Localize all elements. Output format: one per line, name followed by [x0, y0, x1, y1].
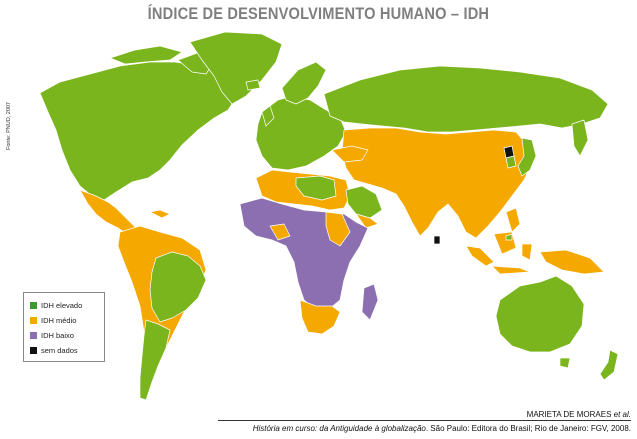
legend-swatch-low — [30, 332, 37, 339]
map-title: ÍNDICE DE DESENVOLVIMENTO HUMANO – IDH — [147, 4, 490, 23]
region-yemen — [355, 213, 379, 229]
region-borneo — [493, 231, 517, 255]
legend-swatch-medium — [30, 317, 37, 324]
region-philippines — [505, 207, 521, 233]
region-turkey — [331, 145, 369, 163]
author-name: MARIETA DE MORAES — [526, 410, 612, 419]
legend-label-low: IDH baixo — [41, 331, 74, 340]
region-asia-medium — [341, 127, 533, 239]
legend-swatch-high — [30, 302, 37, 309]
region-brunei — [505, 233, 513, 241]
legend-label-medium: IDH médio — [41, 316, 77, 325]
legend-item-high: IDH elevado — [30, 298, 104, 313]
region-java — [491, 265, 531, 275]
legend-item-low: IDH baixo — [30, 328, 104, 343]
region-new-zealand — [599, 349, 619, 381]
legend-label-nodata: sem dados — [41, 346, 78, 355]
region-north-america — [39, 61, 239, 201]
region-southern-cone — [139, 319, 171, 401]
region-arctic-islands — [109, 45, 183, 65]
credit-divider — [218, 420, 631, 421]
region-sudan — [325, 211, 351, 247]
region-australia — [495, 275, 585, 353]
legend-item-medium: IDH médio — [30, 313, 104, 328]
legend-item-nodata: sem dados — [30, 343, 104, 358]
region-sulawesi — [521, 243, 533, 261]
region-brazil — [149, 251, 207, 323]
reference-publisher: . São Paulo: Editora do Brasil; Rio de J… — [425, 424, 631, 433]
region-kamchatka — [571, 119, 589, 157]
author-etal: et al. — [613, 410, 631, 419]
credit-author: MARIETA DE MORAES et al. — [527, 410, 631, 419]
credit-reference: História em curso: da Antiguidade à glob… — [218, 424, 631, 433]
region-new-guinea — [539, 249, 605, 275]
region-caribbean — [149, 209, 171, 219]
reference-title: História em curso: da Antiguidade à glob… — [252, 424, 426, 433]
region-scandinavia — [281, 61, 327, 105]
region-arabia — [345, 185, 383, 219]
region-indonesia-west — [465, 245, 495, 267]
region-west-africa-medium — [269, 223, 291, 241]
region-libya — [295, 175, 337, 201]
region-tasmania — [559, 357, 571, 369]
region-southern-africa — [299, 299, 341, 335]
legend-label-high: IDH elevado — [41, 301, 83, 310]
region-africa-low — [239, 197, 369, 311]
region-japan — [517, 137, 537, 177]
region-south-korea — [505, 155, 517, 169]
legend: IDH elevado IDH médio IDH baixo sem dado… — [23, 292, 105, 362]
region-russia — [323, 65, 609, 133]
region-madagascar — [361, 283, 379, 321]
region-britain — [261, 105, 275, 127]
legend-swatch-nodata — [30, 347, 37, 354]
region-sri-lanka — [433, 235, 441, 245]
region-iceland — [245, 79, 261, 91]
